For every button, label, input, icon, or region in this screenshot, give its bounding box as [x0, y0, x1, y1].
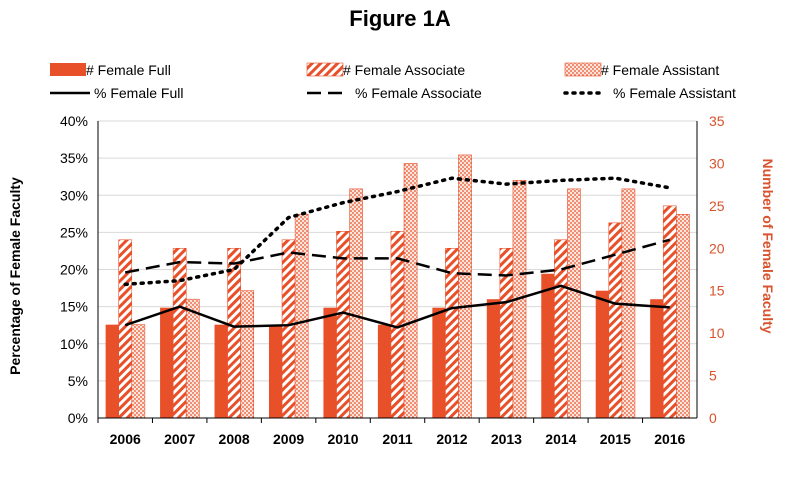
line-dotted — [123, 176, 672, 287]
bar-solid — [377, 324, 391, 418]
legend-swatch-solid — [50, 63, 86, 76]
lines — [123, 176, 672, 329]
bar-solid — [105, 324, 119, 418]
bar-solid — [595, 290, 609, 418]
legend-label: % Female Full — [94, 85, 183, 101]
left-tick-label: 40% — [60, 113, 88, 129]
line-dashed — [124, 238, 671, 277]
left-tick-label: 35% — [60, 150, 88, 166]
bar-diagonal — [118, 239, 133, 419]
left-tick-label: 0% — [68, 410, 88, 426]
bars — [105, 154, 690, 419]
bar-diagonal — [662, 205, 677, 419]
right-tick-label: 25 — [709, 198, 725, 214]
chart-title: Figure 1A — [349, 6, 451, 31]
bar-solid — [214, 324, 228, 418]
legend-label: # Female Full — [86, 62, 171, 78]
bar-dotted — [131, 324, 146, 419]
legend-swatch-dotted — [564, 62, 602, 77]
right-tick-label: 5 — [709, 368, 717, 384]
bar-solid — [323, 307, 337, 418]
left-tick-label: 30% — [60, 187, 88, 203]
legend-label: % Female Associate — [355, 85, 482, 101]
bar-dotted — [349, 188, 363, 419]
bar-solid — [268, 324, 283, 418]
x-tick-label: 2012 — [436, 431, 467, 447]
left-tick-label: 10% — [60, 336, 88, 352]
bar-solid — [432, 307, 446, 418]
axes: 0% 5% 10% 15% 20% 25% 30% 35% 40% 0 5 10 15 20 25 30 35 2… — [60, 113, 725, 447]
right-tick-label: 10 — [709, 325, 725, 341]
bar-dotted — [294, 214, 309, 419]
right-tick-label: 35 — [709, 113, 725, 129]
x-tick-label: 2006 — [110, 431, 141, 447]
x-tick-label: 2014 — [545, 431, 576, 447]
right-tick-label: 30 — [709, 155, 725, 171]
x-tick-label: 2008 — [219, 431, 250, 447]
bar-diagonal — [227, 247, 241, 419]
legend-swatch-diagonal — [306, 62, 344, 77]
bar-dotted — [403, 163, 418, 419]
bar-dotted — [185, 298, 200, 419]
x-tick-label: 2013 — [491, 431, 522, 447]
bar-diagonal — [445, 247, 459, 419]
bar-solid — [160, 307, 174, 418]
legend-label: % Female Assistant — [613, 85, 736, 101]
x-tick-label: 2016 — [654, 431, 685, 447]
bar-diagonal — [608, 222, 623, 419]
right-tick-label: 0 — [709, 410, 717, 426]
left-tick-label: 5% — [68, 373, 88, 389]
bar-dotted — [458, 154, 472, 419]
left-tick-label: 25% — [60, 224, 88, 240]
x-tick-label: 2011 — [382, 431, 413, 447]
left-tick-label: 20% — [60, 262, 88, 278]
right-tick-label: 15 — [709, 283, 725, 299]
bar-solid — [486, 299, 500, 418]
x-tick-label: 2010 — [327, 431, 358, 447]
x-tick-label: 2007 — [164, 431, 195, 447]
x-tick-label: 2015 — [600, 431, 631, 447]
left-tick-label: 15% — [60, 299, 88, 315]
bar-dotted — [567, 188, 581, 419]
line-solid — [124, 284, 670, 329]
bar-dotted — [240, 290, 255, 419]
bar-diagonal — [554, 239, 568, 419]
bar-diagonal — [281, 239, 296, 419]
right-axis-title: Number of Female Faculty — [760, 158, 776, 333]
legend-label: # Female Assistant — [601, 62, 719, 78]
bar-solid — [650, 299, 664, 418]
bar-dotted — [676, 214, 690, 419]
legend: # Female Full # Female Associate # Female … — [50, 62, 736, 101]
bar-diagonal — [172, 247, 187, 419]
bar-solid — [541, 273, 555, 418]
right-tick-label: 20 — [709, 240, 725, 256]
x-tick-label: 2009 — [273, 431, 304, 447]
legend-label: # Female Associate — [343, 62, 465, 78]
left-axis-title: Percentage of Female Faculty — [7, 177, 23, 375]
